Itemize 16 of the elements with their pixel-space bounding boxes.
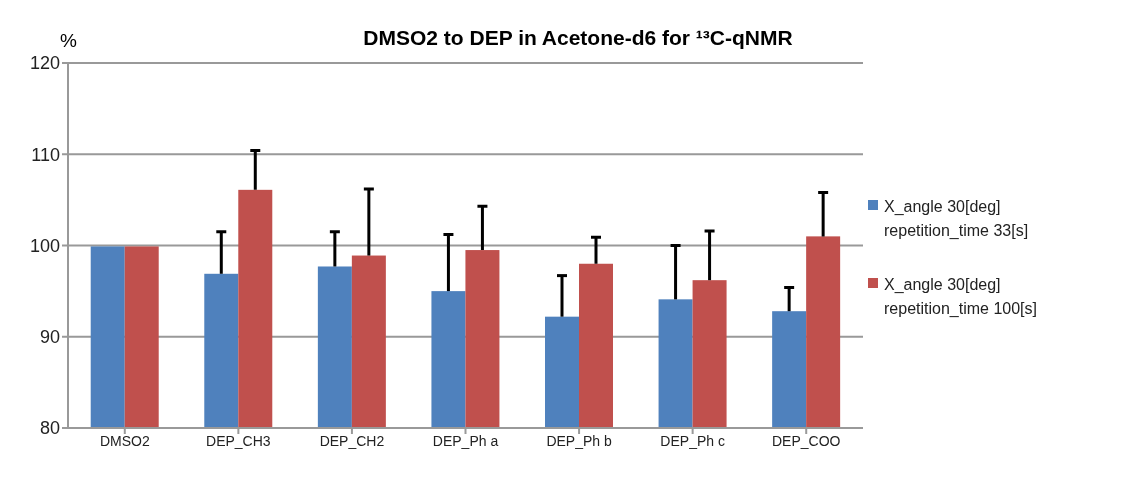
x-tick-label: DEP_CH2 (319, 432, 385, 449)
chart-title: DMSO2 to DEP in Acetone-d6 for ¹³C-qNMR (362, 26, 794, 50)
y-tick-label: 120 (29, 53, 60, 74)
x-tick-label: DEP_Ph c (660, 432, 725, 449)
x-tick-label: DEP_Ph b (546, 432, 612, 449)
x-tick-label: DEP_Ph a (432, 432, 499, 449)
x-tick-label: DEP_COO (771, 432, 841, 449)
legend-label: X_angle 30[deg] repetition_time 33[s] (884, 197, 1030, 241)
y-tick-label: 90 (39, 327, 60, 348)
y-tick-label: 100 (29, 235, 60, 256)
x-tick-label: DMSO2 (99, 432, 150, 449)
y-axis-title: % (60, 30, 77, 52)
x-tick-label: DEP_CH3 (206, 432, 271, 449)
y-tick-label: 80 (39, 418, 60, 439)
legend-label: X_angle 30[deg] repetition_time 100[s] (884, 275, 1038, 319)
y-tick-label: 110 (31, 144, 60, 165)
